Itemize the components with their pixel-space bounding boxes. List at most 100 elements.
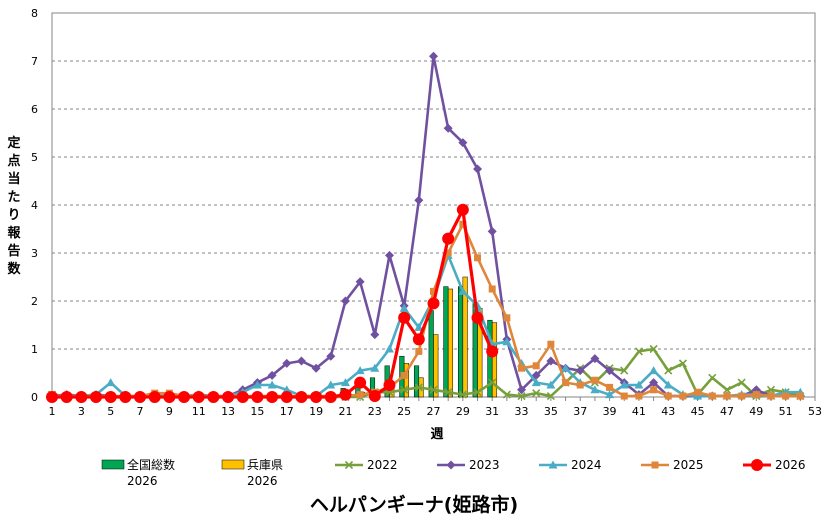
legend-item: 2026: [743, 458, 806, 472]
point: [651, 461, 659, 469]
point: [664, 366, 673, 375]
point: [576, 381, 584, 389]
x-tick-label: 49: [749, 405, 763, 418]
point-stroke: [737, 378, 746, 387]
bar: [403, 363, 410, 398]
legend-label: 2026: [775, 458, 806, 472]
point-stroke: [634, 347, 643, 356]
legend-label: 2025: [673, 458, 704, 472]
point: [46, 391, 58, 403]
point: [207, 391, 220, 403]
point: [251, 391, 264, 403]
point: [532, 362, 540, 370]
point: [722, 385, 732, 394]
legend-item: 2023: [437, 458, 500, 472]
point: [267, 380, 277, 389]
point: [487, 226, 497, 236]
y-axis-title-char: 当: [7, 171, 20, 187]
point: [664, 392, 672, 400]
point: [619, 380, 629, 389]
point: [398, 311, 411, 324]
y-axis-title-char: 定: [6, 135, 20, 151]
point: [488, 285, 496, 293]
point: [458, 390, 467, 399]
point: [547, 340, 555, 348]
point: [384, 250, 394, 260]
point: [679, 392, 687, 400]
point: [252, 380, 262, 389]
point: [708, 373, 717, 382]
point: [400, 371, 408, 379]
point: [796, 392, 804, 400]
point: [355, 366, 365, 375]
point: [400, 385, 409, 394]
series-line: [52, 222, 801, 398]
x-tick-label: 1: [49, 405, 56, 418]
point-stroke: [344, 460, 354, 470]
series-line: [52, 208, 494, 399]
x-tick-label: 19: [309, 405, 323, 418]
point: [344, 460, 354, 470]
y-tick-label: 2: [31, 295, 38, 308]
x-tick-label: 31: [485, 405, 499, 418]
point: [370, 330, 380, 340]
point: [368, 390, 381, 403]
point: [282, 385, 292, 394]
point: [222, 391, 235, 403]
point: [605, 390, 615, 399]
point: [590, 354, 600, 364]
point: [236, 391, 249, 403]
point-stroke: [532, 389, 541, 398]
point: [766, 385, 776, 394]
bar: [413, 365, 420, 398]
bar: [491, 322, 498, 398]
point: [414, 195, 424, 205]
series-2025: [48, 220, 804, 400]
point: [634, 347, 643, 356]
point: [90, 391, 103, 403]
point: [590, 385, 600, 394]
point: [430, 287, 437, 295]
point: [606, 383, 614, 391]
x-tick-label: 29: [456, 405, 470, 418]
point: [192, 391, 205, 403]
point: [355, 277, 365, 287]
y-tick-label: 3: [31, 247, 38, 260]
point: [737, 378, 746, 387]
x-tick-label: 45: [691, 405, 705, 418]
point: [339, 388, 352, 401]
point: [399, 303, 409, 312]
x-tick-label: 23: [368, 405, 382, 418]
legend-label: 全国総数: [127, 457, 175, 472]
legend-item: 兵庫県 2026: [221, 458, 283, 488]
point: [518, 364, 526, 372]
point: [486, 345, 499, 358]
point: [456, 203, 469, 216]
x-tick-label: 11: [192, 405, 206, 418]
y-axis-title: 定点当たり報告数: [6, 135, 21, 277]
x-tick-label: 47: [720, 405, 734, 418]
point: [429, 385, 438, 394]
point: [310, 391, 323, 403]
point: [266, 391, 279, 403]
point: [446, 460, 456, 470]
point: [723, 392, 731, 400]
legend-label: 2026: [247, 474, 278, 488]
x-tick-label: 37: [573, 405, 587, 418]
x-tick-label: 25: [397, 405, 411, 418]
point: [267, 370, 277, 380]
point: [104, 391, 117, 403]
x-tick-label: 35: [544, 405, 558, 418]
point: [429, 51, 438, 61]
y-axis-title-char: 数: [7, 261, 21, 277]
point: [751, 459, 763, 471]
point: [752, 391, 760, 399]
point-stroke: [708, 373, 717, 382]
point: [459, 220, 467, 228]
y-axis-title-char: た: [7, 190, 20, 205]
x-tick-label: 53: [808, 405, 822, 418]
point: [119, 391, 132, 403]
legend-label: 2022: [367, 458, 398, 472]
series-lines: [46, 51, 805, 403]
